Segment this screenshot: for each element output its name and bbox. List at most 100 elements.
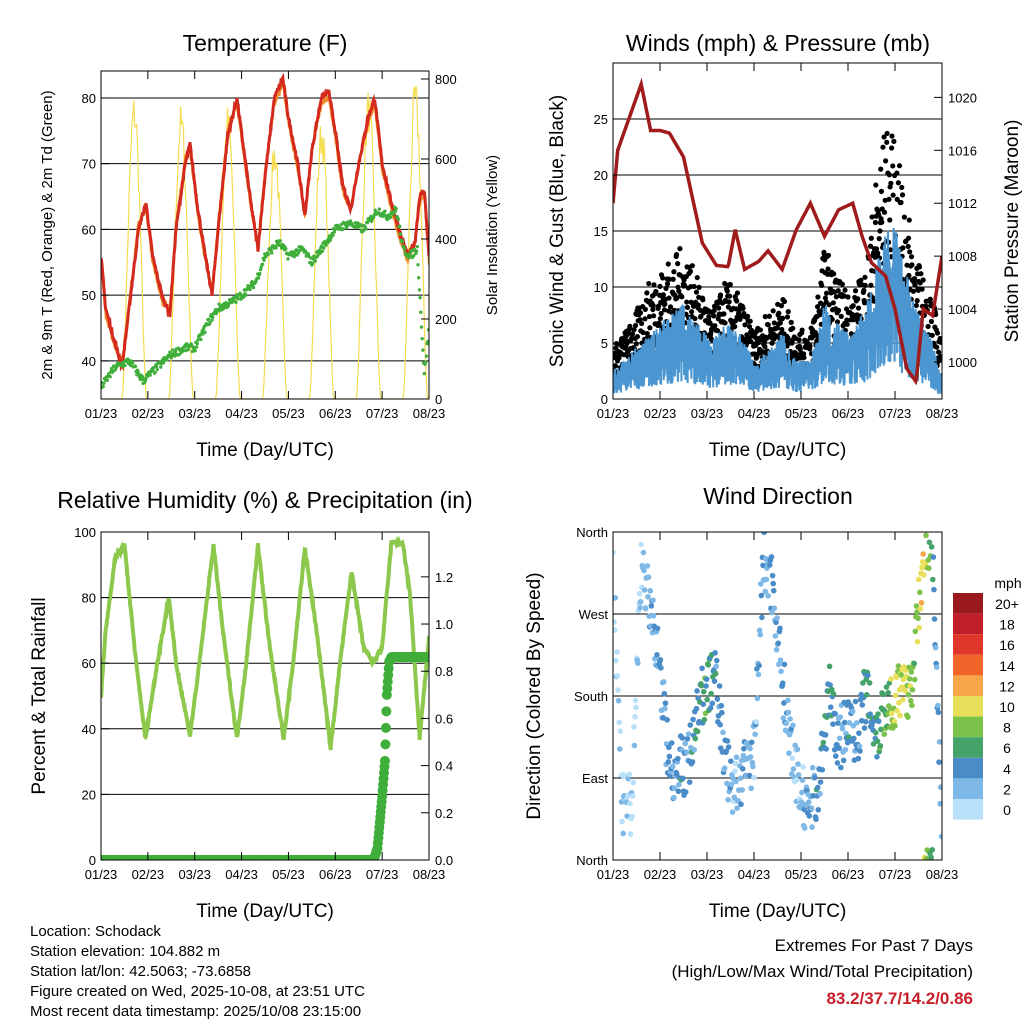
gust-point	[884, 130, 890, 137]
wind-direction-point	[684, 749, 690, 756]
dewpoint-point	[381, 214, 385, 218]
wind-direction-point	[657, 656, 664, 663]
gust-point	[916, 264, 923, 270]
wind-direction-point	[827, 682, 833, 688]
x-tick-label: 05/23	[272, 406, 305, 421]
gust-point	[925, 323, 931, 330]
wind-direction-point	[738, 801, 744, 808]
wind-direction-point	[632, 697, 639, 704]
gust-point	[684, 304, 691, 311]
wind-direction-point	[713, 657, 720, 664]
y-tick-label: 100	[74, 525, 96, 540]
wind-direction-point	[776, 661, 782, 668]
wind-direction-point	[857, 748, 863, 754]
wind-direction-point	[897, 712, 903, 719]
gust-point	[845, 294, 851, 300]
legend-label: 14	[999, 658, 1015, 674]
wind-direction-point	[909, 702, 915, 709]
dewpoint-point	[400, 239, 405, 244]
y-tick-label: 70	[82, 157, 96, 172]
gust-point	[862, 274, 868, 280]
wind-direction-point	[733, 754, 740, 761]
legend-title: mph	[994, 575, 1021, 591]
wind-direction-point	[662, 700, 669, 706]
x-tick-label: 03/23	[178, 406, 211, 421]
wind-direction-point	[866, 680, 873, 686]
wind-direction-point	[641, 587, 648, 593]
wind-direction-point	[837, 714, 844, 720]
wind-direction-point	[756, 662, 762, 669]
precip-point	[380, 739, 391, 750]
wind-direction-point	[852, 698, 859, 705]
legend-label: 6	[1003, 740, 1011, 756]
rh-line	[101, 535, 429, 751]
gust-point	[695, 302, 701, 308]
wind-direction-point	[616, 746, 623, 752]
gust-point	[766, 313, 773, 319]
wind-direction-point	[929, 576, 936, 583]
wind-direction-point	[905, 714, 911, 720]
wind-direction-point	[773, 646, 780, 653]
wind-direction-point	[633, 704, 639, 711]
wind-direction-point	[800, 763, 806, 770]
wind-direction-point	[769, 609, 775, 616]
wind-direction-point	[918, 600, 925, 606]
wind-direction-point	[613, 549, 616, 556]
y-tick-label: South	[574, 689, 608, 704]
dewpoint-point	[251, 285, 256, 290]
y-tick-label: West	[579, 607, 609, 622]
right-y-axis-label: Solar Insolation (Yellow)	[484, 155, 501, 315]
wind-direction-point	[878, 726, 884, 733]
wind-direction-point	[809, 824, 815, 830]
wind-direction-point	[728, 758, 734, 764]
wind-direction-point	[771, 605, 778, 612]
legend-swatch	[953, 799, 983, 820]
dewpoint-point	[161, 361, 166, 365]
gust-point	[779, 315, 786, 321]
y-axis-label: Direction (Colored By Speed)	[524, 572, 545, 819]
gust-point	[670, 276, 676, 282]
wind-direction-point	[830, 721, 836, 727]
wind-direction-point	[613, 627, 618, 633]
wind-direction-point	[752, 731, 758, 738]
wind-direction-point	[614, 649, 620, 655]
x-tick-label: 02/23	[132, 867, 165, 882]
dewpoint-point	[123, 363, 127, 368]
gust-point	[830, 300, 836, 306]
gust-point	[822, 295, 829, 301]
wind-direction-point	[937, 800, 942, 807]
wind-direction-point	[865, 672, 871, 679]
temp-9m-line	[101, 82, 429, 362]
gust-point	[844, 317, 850, 323]
gust-point	[666, 295, 672, 301]
solar-insolation-line	[194, 107, 242, 399]
x-tick-label: 01/23	[597, 867, 630, 882]
x-tick-label: 08/23	[926, 406, 959, 421]
dewpoint-point	[415, 244, 419, 249]
dewpoint-point	[256, 276, 261, 280]
gust-point	[711, 308, 717, 314]
gust-point	[920, 277, 926, 283]
x-tick-label: 06/23	[319, 406, 352, 421]
wind-direction-point	[830, 691, 837, 697]
precip-point	[380, 722, 391, 733]
wind-direction-point	[926, 565, 932, 571]
wind-direction-point	[856, 743, 863, 750]
dewpoint-point	[224, 300, 228, 305]
dewpoint-point	[260, 262, 265, 267]
wind-direction-point	[787, 716, 793, 722]
wind-direction-point	[737, 775, 744, 781]
wind-direction-point	[665, 759, 672, 765]
wind-direction-point	[916, 624, 923, 631]
wind-direction-point	[763, 576, 770, 583]
wind-direction-point	[907, 697, 914, 704]
wind-direction-point	[615, 697, 622, 704]
wind-direction-point	[888, 676, 894, 682]
gust-point	[784, 314, 791, 320]
wind-direction-point	[829, 686, 835, 693]
x-tick-label: 06/23	[319, 867, 352, 882]
wind-direction-point	[923, 855, 930, 860]
gust-point	[742, 322, 748, 328]
x-tick-label: 01/23	[597, 406, 630, 421]
gust-point	[706, 313, 712, 320]
